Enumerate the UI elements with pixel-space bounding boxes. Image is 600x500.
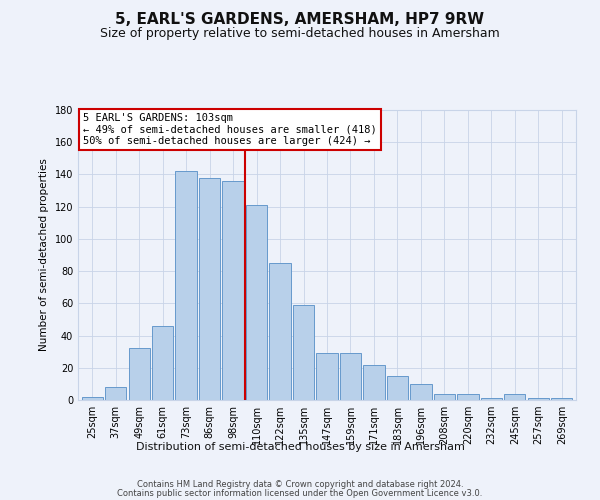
Bar [410,384,431,400]
Text: Contains public sector information licensed under the Open Government Licence v3: Contains public sector information licen… [118,489,482,498]
Y-axis label: Number of semi-detached properties: Number of semi-detached properties [39,158,49,352]
Bar [316,354,338,400]
Bar [223,181,244,400]
Bar [505,394,526,400]
Bar [387,376,408,400]
Bar [364,364,385,400]
Bar [528,398,549,400]
Text: Contains HM Land Registry data © Crown copyright and database right 2024.: Contains HM Land Registry data © Crown c… [137,480,463,489]
Bar [481,398,502,400]
Bar [293,305,314,400]
Bar [82,397,103,400]
Bar [128,348,149,400]
Bar [434,394,455,400]
Bar [152,326,173,400]
Bar [246,205,267,400]
Bar [199,178,220,400]
Bar [457,394,479,400]
Text: Size of property relative to semi-detached houses in Amersham: Size of property relative to semi-detach… [100,28,500,40]
Text: 5 EARL'S GARDENS: 103sqm
← 49% of semi-detached houses are smaller (418)
50% of : 5 EARL'S GARDENS: 103sqm ← 49% of semi-d… [83,113,377,146]
Bar [340,354,361,400]
Bar [175,171,197,400]
Text: Distribution of semi-detached houses by size in Amersham: Distribution of semi-detached houses by … [136,442,464,452]
Bar [551,398,572,400]
Bar [105,387,126,400]
Text: 5, EARL'S GARDENS, AMERSHAM, HP7 9RW: 5, EARL'S GARDENS, AMERSHAM, HP7 9RW [115,12,485,28]
Bar [269,263,290,400]
